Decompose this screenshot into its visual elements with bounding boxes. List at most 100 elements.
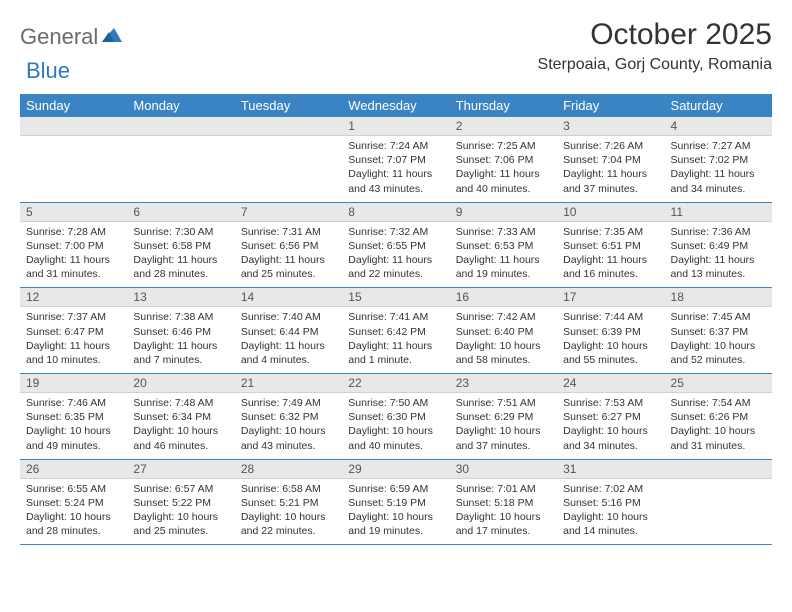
sunrise-text: Sunrise: 7:45 AM xyxy=(671,310,766,324)
day-data: Sunrise: 7:46 AMSunset: 6:35 PMDaylight:… xyxy=(20,393,127,459)
day-number xyxy=(235,117,342,136)
day-cell: 14Sunrise: 7:40 AMSunset: 6:44 PMDayligh… xyxy=(235,288,342,374)
sunset-text: Sunset: 6:32 PM xyxy=(241,410,336,424)
daylight-text: Daylight: 10 hours and 34 minutes. xyxy=(563,424,658,452)
day-cell: 22Sunrise: 7:50 AMSunset: 6:30 PMDayligh… xyxy=(342,374,449,460)
day-cell: 3Sunrise: 7:26 AMSunset: 7:04 PMDaylight… xyxy=(557,117,664,202)
sunset-text: Sunset: 7:04 PM xyxy=(563,153,658,167)
sunrise-text: Sunrise: 6:57 AM xyxy=(133,482,228,496)
day-data xyxy=(235,136,342,190)
dayhead-wed: Wednesday xyxy=(342,94,449,117)
week-row: 1Sunrise: 7:24 AMSunset: 7:07 PMDaylight… xyxy=(20,117,772,202)
sunset-text: Sunset: 5:22 PM xyxy=(133,496,228,510)
day-cell: 5Sunrise: 7:28 AMSunset: 7:00 PMDaylight… xyxy=(20,202,127,288)
day-header-row: Sunday Monday Tuesday Wednesday Thursday… xyxy=(20,94,772,117)
day-data: Sunrise: 7:37 AMSunset: 6:47 PMDaylight:… xyxy=(20,307,127,373)
day-data: Sunrise: 7:33 AMSunset: 6:53 PMDaylight:… xyxy=(450,222,557,288)
day-cell: 17Sunrise: 7:44 AMSunset: 6:39 PMDayligh… xyxy=(557,288,664,374)
day-number: 2 xyxy=(450,117,557,136)
week-row: 19Sunrise: 7:46 AMSunset: 6:35 PMDayligh… xyxy=(20,374,772,460)
sunset-text: Sunset: 6:47 PM xyxy=(26,325,121,339)
day-cell: 28Sunrise: 6:58 AMSunset: 5:21 PMDayligh… xyxy=(235,459,342,545)
sunrise-text: Sunrise: 7:38 AM xyxy=(133,310,228,324)
sunset-text: Sunset: 6:40 PM xyxy=(456,325,551,339)
daylight-text: Daylight: 11 hours and 4 minutes. xyxy=(241,339,336,367)
sunset-text: Sunset: 7:00 PM xyxy=(26,239,121,253)
day-data: Sunrise: 6:57 AMSunset: 5:22 PMDaylight:… xyxy=(127,479,234,545)
day-data xyxy=(665,479,772,533)
day-cell: 8Sunrise: 7:32 AMSunset: 6:55 PMDaylight… xyxy=(342,202,449,288)
day-data: Sunrise: 7:38 AMSunset: 6:46 PMDaylight:… xyxy=(127,307,234,373)
day-cell: 19Sunrise: 7:46 AMSunset: 6:35 PMDayligh… xyxy=(20,374,127,460)
day-cell: 26Sunrise: 6:55 AMSunset: 5:24 PMDayligh… xyxy=(20,459,127,545)
week-row: 26Sunrise: 6:55 AMSunset: 5:24 PMDayligh… xyxy=(20,459,772,545)
day-number: 20 xyxy=(127,374,234,393)
day-number: 12 xyxy=(20,288,127,307)
sunset-text: Sunset: 7:02 PM xyxy=(671,153,766,167)
day-cell: 30Sunrise: 7:01 AMSunset: 5:18 PMDayligh… xyxy=(450,459,557,545)
day-data: Sunrise: 7:44 AMSunset: 6:39 PMDaylight:… xyxy=(557,307,664,373)
calendar-table: Sunday Monday Tuesday Wednesday Thursday… xyxy=(20,94,772,545)
day-number: 4 xyxy=(665,117,772,136)
daylight-text: Daylight: 10 hours and 37 minutes. xyxy=(456,424,551,452)
day-cell: 24Sunrise: 7:53 AMSunset: 6:27 PMDayligh… xyxy=(557,374,664,460)
day-cell: 23Sunrise: 7:51 AMSunset: 6:29 PMDayligh… xyxy=(450,374,557,460)
sunset-text: Sunset: 5:24 PM xyxy=(26,496,121,510)
day-data: Sunrise: 7:25 AMSunset: 7:06 PMDaylight:… xyxy=(450,136,557,202)
daylight-text: Daylight: 10 hours and 17 minutes. xyxy=(456,510,551,538)
sunset-text: Sunset: 6:26 PM xyxy=(671,410,766,424)
day-cell: 6Sunrise: 7:30 AMSunset: 6:58 PMDaylight… xyxy=(127,202,234,288)
daylight-text: Daylight: 11 hours and 37 minutes. xyxy=(563,167,658,195)
day-data: Sunrise: 7:02 AMSunset: 5:16 PMDaylight:… xyxy=(557,479,664,545)
week-row: 5Sunrise: 7:28 AMSunset: 7:00 PMDaylight… xyxy=(20,202,772,288)
dayhead-thu: Thursday xyxy=(450,94,557,117)
dayhead-mon: Monday xyxy=(127,94,234,117)
dayhead-sun: Sunday xyxy=(20,94,127,117)
title-block: October 2025 Sterpoaia, Gorj County, Rom… xyxy=(538,18,772,74)
day-data: Sunrise: 7:36 AMSunset: 6:49 PMDaylight:… xyxy=(665,222,772,288)
sunrise-text: Sunrise: 7:02 AM xyxy=(563,482,658,496)
day-number: 24 xyxy=(557,374,664,393)
sunrise-text: Sunrise: 6:55 AM xyxy=(26,482,121,496)
day-data: Sunrise: 7:42 AMSunset: 6:40 PMDaylight:… xyxy=(450,307,557,373)
daylight-text: Daylight: 10 hours and 46 minutes. xyxy=(133,424,228,452)
day-data: Sunrise: 7:48 AMSunset: 6:34 PMDaylight:… xyxy=(127,393,234,459)
day-number: 17 xyxy=(557,288,664,307)
daylight-text: Daylight: 11 hours and 13 minutes. xyxy=(671,253,766,281)
day-number: 10 xyxy=(557,203,664,222)
sunset-text: Sunset: 7:06 PM xyxy=(456,153,551,167)
day-cell: 9Sunrise: 7:33 AMSunset: 6:53 PMDaylight… xyxy=(450,202,557,288)
sunset-text: Sunset: 6:44 PM xyxy=(241,325,336,339)
sunrise-text: Sunrise: 7:01 AM xyxy=(456,482,551,496)
day-data: Sunrise: 7:26 AMSunset: 7:04 PMDaylight:… xyxy=(557,136,664,202)
day-number: 16 xyxy=(450,288,557,307)
day-number: 9 xyxy=(450,203,557,222)
sunrise-text: Sunrise: 7:35 AM xyxy=(563,225,658,239)
day-data: Sunrise: 7:51 AMSunset: 6:29 PMDaylight:… xyxy=(450,393,557,459)
daylight-text: Daylight: 11 hours and 19 minutes. xyxy=(456,253,551,281)
day-number: 18 xyxy=(665,288,772,307)
daylight-text: Daylight: 10 hours and 43 minutes. xyxy=(241,424,336,452)
day-number: 11 xyxy=(665,203,772,222)
sunrise-text: Sunrise: 7:54 AM xyxy=(671,396,766,410)
day-data: Sunrise: 6:58 AMSunset: 5:21 PMDaylight:… xyxy=(235,479,342,545)
sunrise-text: Sunrise: 7:31 AM xyxy=(241,225,336,239)
day-data: Sunrise: 7:41 AMSunset: 6:42 PMDaylight:… xyxy=(342,307,449,373)
daylight-text: Daylight: 10 hours and 25 minutes. xyxy=(133,510,228,538)
day-number: 30 xyxy=(450,460,557,479)
daylight-text: Daylight: 11 hours and 10 minutes. xyxy=(26,339,121,367)
day-cell: 25Sunrise: 7:54 AMSunset: 6:26 PMDayligh… xyxy=(665,374,772,460)
sunrise-text: Sunrise: 7:27 AM xyxy=(671,139,766,153)
day-data: Sunrise: 7:40 AMSunset: 6:44 PMDaylight:… xyxy=(235,307,342,373)
day-cell: 18Sunrise: 7:45 AMSunset: 6:37 PMDayligh… xyxy=(665,288,772,374)
daylight-text: Daylight: 10 hours and 49 minutes. xyxy=(26,424,121,452)
day-data: Sunrise: 7:32 AMSunset: 6:55 PMDaylight:… xyxy=(342,222,449,288)
location-text: Sterpoaia, Gorj County, Romania xyxy=(538,56,772,74)
dayhead-sat: Saturday xyxy=(665,94,772,117)
daylight-text: Daylight: 10 hours and 52 minutes. xyxy=(671,339,766,367)
day-data xyxy=(127,136,234,190)
page-title: October 2025 xyxy=(538,18,772,52)
day-number: 5 xyxy=(20,203,127,222)
sunrise-text: Sunrise: 7:37 AM xyxy=(26,310,121,324)
daylight-text: Daylight: 10 hours and 31 minutes. xyxy=(671,424,766,452)
